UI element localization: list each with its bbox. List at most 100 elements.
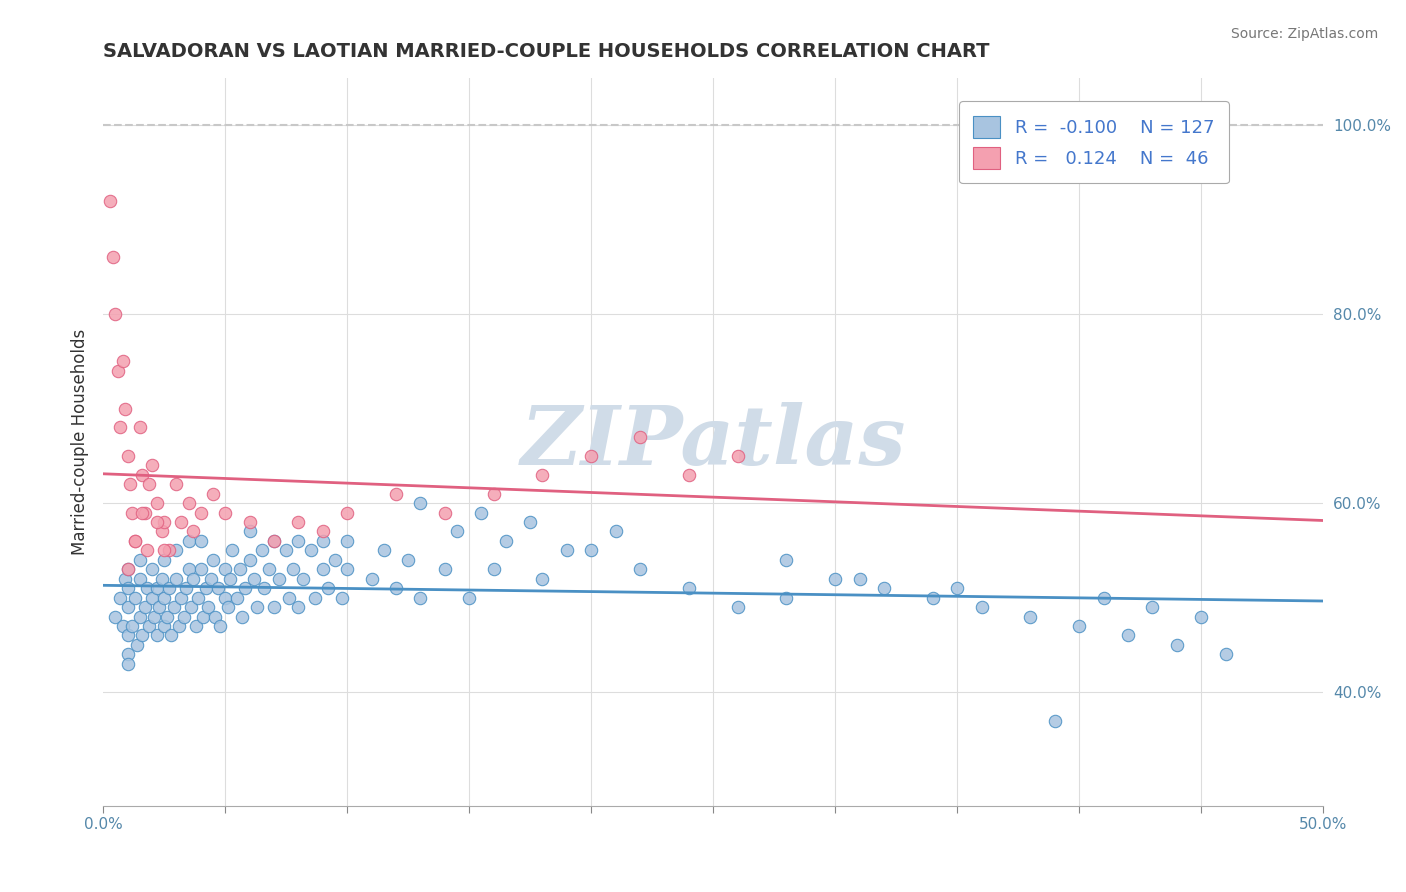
- Point: [117, 581, 139, 595]
- Y-axis label: Married-couple Households: Married-couple Households: [72, 328, 89, 555]
- Point: [360, 572, 382, 586]
- Point: [287, 515, 309, 529]
- Point: [134, 600, 156, 615]
- Point: [148, 600, 170, 615]
- Point: [111, 354, 134, 368]
- Point: [121, 506, 143, 520]
- Point: [233, 581, 256, 595]
- Point: [117, 648, 139, 662]
- Point: [628, 562, 651, 576]
- Point: [146, 515, 169, 529]
- Point: [276, 543, 298, 558]
- Text: ZIPatlas: ZIPatlas: [520, 401, 905, 482]
- Point: [531, 467, 554, 482]
- Point: [579, 449, 602, 463]
- Point: [150, 572, 173, 586]
- Point: [117, 657, 139, 671]
- Point: [458, 591, 481, 605]
- Point: [312, 524, 335, 539]
- Point: [128, 572, 150, 586]
- Point: [180, 600, 202, 615]
- Point: [124, 533, 146, 548]
- Point: [579, 543, 602, 558]
- Point: [238, 515, 260, 529]
- Point: [727, 449, 749, 463]
- Point: [1215, 648, 1237, 662]
- Point: [117, 562, 139, 576]
- Point: [117, 600, 139, 615]
- Point: [160, 628, 183, 642]
- Point: [100, 194, 122, 208]
- Point: [201, 486, 224, 500]
- Point: [124, 591, 146, 605]
- Point: [153, 591, 176, 605]
- Point: [194, 581, 217, 595]
- Point: [495, 533, 517, 548]
- Point: [177, 533, 200, 548]
- Point: [173, 609, 195, 624]
- Point: [243, 572, 266, 586]
- Point: [312, 562, 335, 576]
- Point: [108, 591, 131, 605]
- Point: [131, 467, 153, 482]
- Point: [246, 600, 269, 615]
- Point: [138, 619, 160, 633]
- Point: [433, 562, 456, 576]
- Point: [519, 515, 541, 529]
- Point: [131, 628, 153, 642]
- Point: [153, 553, 176, 567]
- Point: [482, 562, 505, 576]
- Point: [141, 591, 163, 605]
- Point: [118, 477, 141, 491]
- Point: [214, 562, 236, 576]
- Point: [163, 600, 186, 615]
- Point: [292, 572, 315, 586]
- Point: [727, 600, 749, 615]
- Point: [165, 477, 187, 491]
- Point: [187, 591, 209, 605]
- Point: [330, 591, 353, 605]
- Point: [177, 562, 200, 576]
- Point: [1189, 609, 1212, 624]
- Point: [250, 543, 273, 558]
- Point: [336, 562, 359, 576]
- Point: [155, 609, 177, 624]
- Point: [1069, 619, 1091, 633]
- Point: [150, 524, 173, 539]
- Point: [470, 506, 492, 520]
- Point: [238, 524, 260, 539]
- Point: [153, 515, 176, 529]
- Point: [128, 553, 150, 567]
- Point: [531, 572, 554, 586]
- Point: [214, 591, 236, 605]
- Point: [482, 486, 505, 500]
- Point: [104, 307, 127, 321]
- Point: [183, 524, 205, 539]
- Point: [775, 591, 797, 605]
- Point: [336, 506, 359, 520]
- Point: [970, 600, 993, 615]
- Point: [136, 543, 159, 558]
- Point: [1043, 714, 1066, 728]
- Point: [127, 638, 149, 652]
- Point: [101, 250, 124, 264]
- Point: [193, 609, 215, 624]
- Point: [678, 467, 700, 482]
- Point: [873, 581, 896, 595]
- Point: [201, 553, 224, 567]
- Point: [277, 591, 299, 605]
- Point: [231, 609, 253, 624]
- Point: [117, 628, 139, 642]
- Point: [946, 581, 969, 595]
- Point: [190, 562, 212, 576]
- Point: [433, 506, 456, 520]
- Point: [385, 486, 408, 500]
- Point: [134, 506, 156, 520]
- Point: [207, 581, 229, 595]
- Point: [373, 543, 395, 558]
- Point: [177, 496, 200, 510]
- Point: [146, 496, 169, 510]
- Point: [299, 543, 322, 558]
- Point: [312, 533, 335, 548]
- Point: [165, 543, 187, 558]
